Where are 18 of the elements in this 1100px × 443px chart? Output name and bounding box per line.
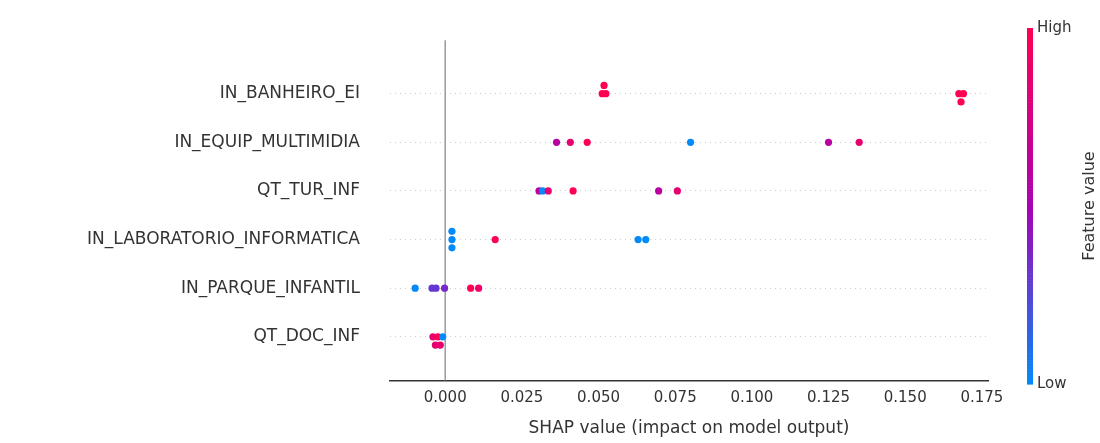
y-tick-label: IN_EQUIP_MULTIMIDIA (174, 130, 361, 152)
x-tick-label: 0.125 (807, 388, 851, 407)
x-tick-label: 0.025 (500, 388, 544, 407)
y-tick-label: IN_BANHEIRO_EI (219, 82, 360, 104)
y-tick-label: IN_LABORATORIO_INFORMATICA (87, 228, 361, 249)
y-tick-label: IN_PARQUE_INFANTIL (180, 276, 361, 298)
x-tick-label: 0.000 (423, 388, 467, 407)
color-bar-title: Feature value (1079, 151, 1099, 261)
x-tick-label: 0.050 (577, 388, 621, 407)
y-tick-label: QT_TUR_INF (257, 179, 360, 201)
x-tick-label: 0.075 (653, 388, 697, 407)
color-bar-label: Low (1037, 373, 1067, 392)
y-tick-label: QT_DOC_INF (253, 325, 360, 347)
color-bar-label: High (1037, 17, 1072, 36)
x-tick-label: 0.100 (730, 388, 774, 407)
x-tick-label: 0.175 (960, 388, 1004, 407)
x-axis-title: SHAP value (impact on model output) (528, 417, 850, 438)
x-tick-label: 0.150 (883, 388, 927, 407)
